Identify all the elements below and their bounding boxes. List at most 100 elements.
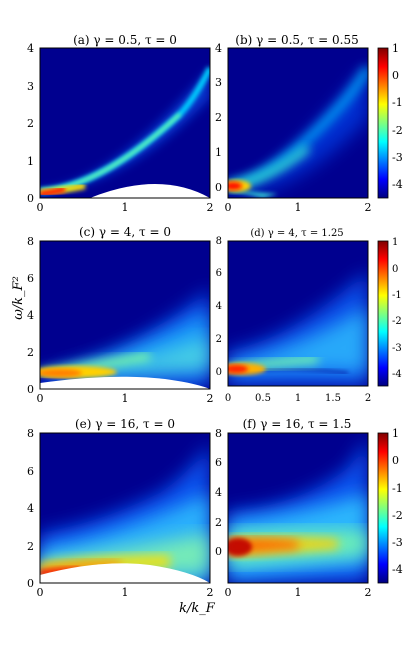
colorbar-d-tick-0: 0 <box>392 264 398 275</box>
panel-b: (b) γ = 0.5, τ = 0.55 0 1 2 0 1 2 3 4 <box>215 33 372 214</box>
panel-e-ytick-4: 8 <box>27 427 34 440</box>
panel-e-ytick-3: 6 <box>27 465 34 478</box>
colorbar-d-tick-m4: -4 <box>392 369 402 380</box>
panel-f-xtick-0: 0 <box>225 586 232 599</box>
panel-d-ytick-4: 8 <box>216 236 222 247</box>
colorbar-f-tick-m1: -1 <box>392 482 403 495</box>
colorbar-d-tick-m2: -2 <box>392 316 402 327</box>
colorbar-b: 1 0 -1 -2 -3 -4 <box>377 42 403 199</box>
panel-f-ytick-4: 8 <box>215 427 222 440</box>
panel-f-ytick-0: 0 <box>215 545 222 558</box>
colorbar-b-tick-m3: -3 <box>392 151 403 164</box>
colorbar-b-tick-1: 1 <box>392 42 399 55</box>
panel-a-xticks: 0 1 2 <box>37 201 214 214</box>
colorbar-b-tick-m4: -4 <box>392 178 403 191</box>
figure-xlabel: k/k_F <box>179 601 216 616</box>
panel-d-heatmap <box>228 241 368 386</box>
panel-c-title: (c) γ = 4, τ = 0 <box>79 225 171 239</box>
panel-f-heatmap <box>228 433 368 583</box>
panel-a-title: (a) γ = 0.5, τ = 0 <box>73 33 177 47</box>
figure-ylabel: ω/k_F² <box>11 276 26 320</box>
panel-b-xtick-0: 0 <box>225 201 232 214</box>
panel-b-ytick-0: 0 <box>215 181 222 194</box>
panel-c-yticks: 0 2 4 6 8 <box>27 235 34 396</box>
panel-d-ytick-2: 4 <box>216 301 222 312</box>
panel-b-title: (b) γ = 0.5, τ = 0.55 <box>235 33 358 47</box>
panel-a-ytick-0: 0 <box>27 192 34 205</box>
panel-f-xticks: 0 1 2 <box>225 586 372 599</box>
panel-f-title: (f) γ = 16, τ = 1.5 <box>243 417 352 431</box>
panel-e-yticks: 0 2 4 6 8 <box>27 427 34 590</box>
panel-e-ytick-1: 2 <box>27 540 34 553</box>
colorbar-f-tick-m4: -4 <box>392 563 403 576</box>
panel-c-ytick-0: 0 <box>27 383 34 396</box>
panel-f: (f) γ = 16, τ = 1.5 0 1 2 0 2 4 6 8 <box>215 417 372 599</box>
panel-e-ytick-2: 4 <box>27 502 34 515</box>
panel-a-yticks: 0 1 2 3 4 <box>27 42 34 205</box>
panel-b-ytick-4: 4 <box>215 42 222 55</box>
panel-a-xtick-1: 1 <box>122 201 129 214</box>
panel-e-xtick-0: 0 <box>37 586 44 599</box>
panel-d-title: (d) γ = 4, τ = 1.25 <box>250 228 343 239</box>
panel-c-ytick-3: 6 <box>27 272 34 285</box>
panel-f-ytick-1: 2 <box>215 516 222 529</box>
colorbar-d-tick-m3: -3 <box>392 343 402 354</box>
panel-d-xtick-0: 0 <box>225 393 231 404</box>
panel-f-yticks: 0 2 4 6 8 <box>215 427 222 558</box>
panel-f-ytick-3: 6 <box>215 456 222 469</box>
colorbar-f-tick-0: 0 <box>392 454 399 467</box>
panel-a-xtick-0: 0 <box>37 201 44 214</box>
panel-a-ytick-2: 2 <box>27 117 34 130</box>
panel-d-ytick-3: 6 <box>216 268 222 279</box>
panel-c-xtick-2: 2 <box>207 392 214 405</box>
panel-a-ytick-4: 4 <box>27 42 34 55</box>
panel-d: (d) γ = 4, τ = 1.25 0 0.5 1 1.5 2 0 2 4 … <box>216 228 372 404</box>
panel-a-ytick-3: 3 <box>27 80 34 93</box>
colorbar-b-tick-0: 0 <box>392 69 399 82</box>
panel-c-ytick-4: 8 <box>27 235 34 248</box>
panel-d-xtick-1: 0.5 <box>255 393 271 404</box>
panel-e-xticks: 0 1 2 <box>37 586 214 599</box>
panel-e-heatmap <box>40 433 210 583</box>
panel-c-heatmap <box>40 241 210 389</box>
panel-d-xtick-4: 2 <box>365 393 371 404</box>
panel-c: (c) γ = 4, τ = 0 0 1 2 0 2 4 6 8 <box>27 225 214 405</box>
panel-d-ytick-1: 2 <box>216 334 222 345</box>
panel-a-xtick-2: 2 <box>207 201 214 214</box>
panel-b-ytick-2: 2 <box>215 111 222 124</box>
panel-e-xtick-2: 2 <box>207 586 214 599</box>
colorbar-d-tick-m1: -1 <box>392 290 402 301</box>
panel-a: (a) γ = 0.5, τ = 0 0 1 2 0 1 2 3 4 <box>27 33 214 214</box>
panel-b-ytick-1: 1 <box>215 146 222 159</box>
colorbar-f-tick-1: 1 <box>392 427 399 440</box>
colorbar-d-tick-1: 1 <box>392 237 398 248</box>
colorbar-f-tick-m3: -3 <box>392 536 403 549</box>
colorbar-b-tick-m2: -2 <box>392 124 403 137</box>
panel-f-xtick-2: 2 <box>365 586 372 599</box>
panel-b-yticks: 0 1 2 3 4 <box>215 42 222 194</box>
colorbar-f: 1 0 -1 -2 -3 -4 <box>377 427 403 584</box>
panel-b-heatmap <box>228 48 368 198</box>
panel-e-xtick-1: 1 <box>122 586 129 599</box>
panel-b-xtick-2: 2 <box>365 201 372 214</box>
panel-d-xtick-3: 1.5 <box>325 393 341 404</box>
panel-c-ytick-2: 4 <box>27 309 34 322</box>
panel-e: (e) γ = 16, τ = 0 0 1 2 0 2 4 6 8 <box>27 417 214 599</box>
colorbar-d: 1 0 -1 -2 -3 -4 <box>377 237 402 387</box>
colorbar-b-tick-m1: -1 <box>392 96 403 109</box>
panel-b-xticks: 0 1 2 <box>225 201 372 214</box>
panel-d-ytick-0: 0 <box>216 367 222 378</box>
panel-f-xtick-1: 1 <box>295 586 302 599</box>
panel-c-xtick-0: 0 <box>37 392 44 405</box>
panel-e-title: (e) γ = 16, τ = 0 <box>75 417 175 431</box>
colorbar-f-tick-m2: -2 <box>392 509 403 522</box>
panel-d-xticks: 0 0.5 1 1.5 2 <box>225 393 371 404</box>
panel-c-xticks: 0 1 2 <box>37 392 214 405</box>
panel-c-ytick-1: 2 <box>27 346 34 359</box>
panel-d-xtick-2: 1 <box>295 393 301 404</box>
panel-f-ytick-2: 4 <box>215 486 222 499</box>
panel-b-ytick-3: 3 <box>215 76 222 89</box>
panel-e-ytick-0: 0 <box>27 577 34 590</box>
panel-a-ytick-1: 1 <box>27 155 34 168</box>
